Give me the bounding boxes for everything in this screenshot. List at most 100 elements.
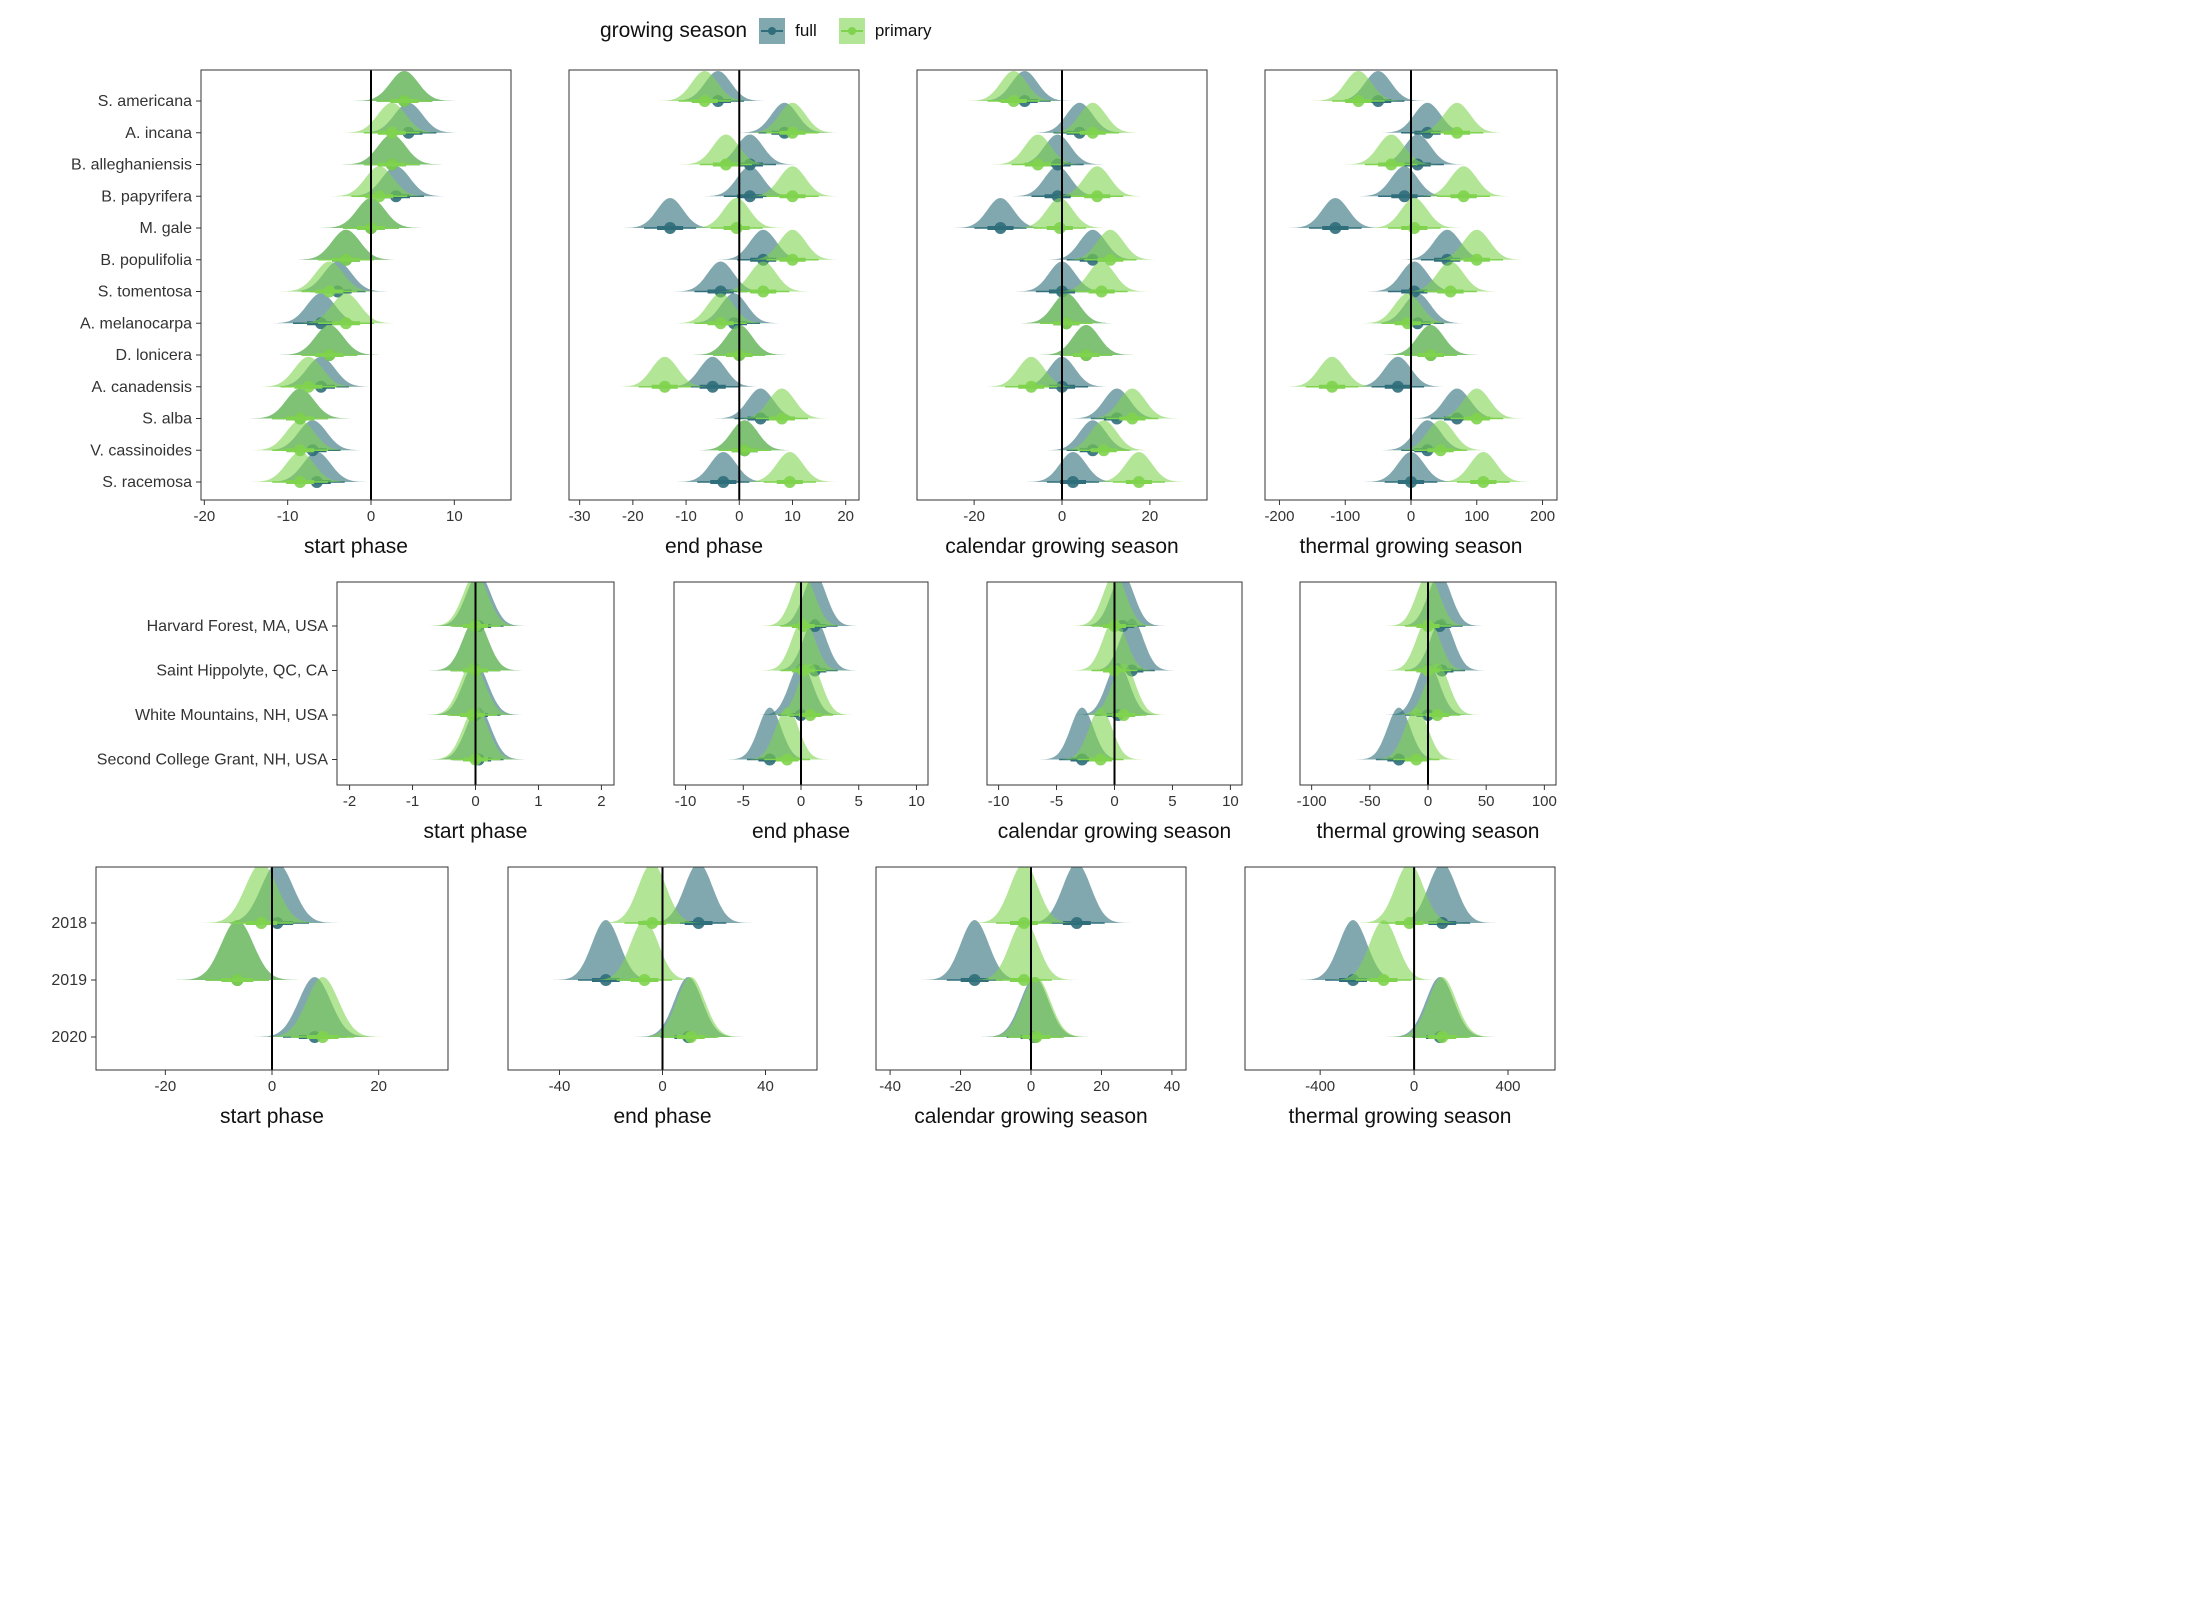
density-full [668, 261, 773, 292]
x-tick-label: 100 [1532, 793, 1557, 810]
y-category-label: M. gale [140, 220, 193, 237]
x-tick-label: 40 [757, 1078, 774, 1095]
legend-dot-full [768, 27, 777, 35]
mean-point-primary [804, 709, 817, 721]
mean-point-primary [1017, 974, 1030, 986]
legend-key-primary [838, 18, 865, 44]
density-primary [348, 71, 461, 101]
y-category-label: A. canadensis [91, 379, 192, 396]
density-full [918, 920, 1031, 980]
legend-key-full [759, 18, 786, 44]
y-category-label: White Mountains, NH, USA [135, 707, 328, 724]
x-tick-label: 100 [1464, 508, 1489, 525]
density-primary [968, 867, 1080, 923]
y-category-label: Saint Hippolyte, QC, CA [156, 663, 328, 680]
mean-point-primary [255, 917, 268, 929]
density-primary [1305, 71, 1411, 101]
x-axis-title: start phase [304, 535, 408, 558]
density-primary [1355, 293, 1461, 324]
x-tick-label: 0 [1058, 508, 1066, 525]
y-category-label: 2019 [51, 972, 87, 989]
x-axis-title: thermal growing season [1300, 535, 1523, 558]
mean-point-primary [1030, 1031, 1043, 1043]
density-primary [711, 261, 816, 292]
x-tick-label: 5 [1168, 793, 1176, 810]
density-full [1394, 229, 1500, 260]
density-primary [1327, 920, 1440, 980]
density-full [697, 134, 803, 165]
mean-point-primary [1457, 190, 1470, 203]
mean-point-primary [730, 222, 743, 234]
density-full [697, 166, 803, 197]
y-category-label: A. melanocarpa [80, 315, 192, 332]
density-primary [692, 420, 797, 451]
density-primary [273, 325, 386, 355]
x-tick-label: 0 [1424, 793, 1432, 810]
density-primary [1080, 388, 1185, 419]
x-tick-label: 0 [471, 793, 479, 810]
x-tick-label: 0 [735, 508, 743, 525]
density-full [1064, 388, 1170, 419]
x-axis-title: thermal growing season [1289, 1105, 1512, 1128]
mean-point-primary [340, 317, 352, 330]
y-category-label: 2020 [51, 1029, 87, 1046]
density-full [550, 920, 662, 980]
density-full [261, 452, 373, 482]
mean-point-full [1066, 476, 1079, 488]
x-tick-label: 5 [855, 793, 863, 810]
x-tick-label: -20 [154, 1078, 176, 1095]
legend-dot-primary [847, 27, 856, 35]
density-primary [244, 452, 356, 482]
density-primary [336, 134, 448, 165]
density-primary [635, 977, 747, 1037]
density-full [1020, 452, 1126, 482]
density-full [1351, 166, 1457, 197]
mean-point-primary [294, 476, 307, 488]
y-category-label: S. alba [142, 411, 192, 428]
density-full [1005, 134, 1110, 165]
density-full [1345, 356, 1451, 387]
x-tick-label: 200 [1530, 508, 1555, 525]
mean-point-full [994, 222, 1007, 234]
mean-point-primary [719, 158, 732, 171]
y-category-label: B. alleghaniensis [71, 157, 192, 174]
x-tick-label: -50 [1359, 793, 1381, 810]
density-full [724, 707, 816, 760]
x-tick-label: -400 [1305, 1078, 1335, 1095]
density-primary [1040, 102, 1145, 133]
density-primary [244, 388, 356, 419]
mean-point-primary [781, 753, 794, 766]
density-primary [1338, 134, 1444, 165]
mean-point-primary [698, 95, 711, 107]
mean-point-primary [1431, 709, 1444, 721]
density-primary [1378, 325, 1484, 355]
density-primary [1034, 325, 1139, 355]
density-full [671, 452, 776, 482]
mean-point-primary [775, 412, 788, 425]
legend-title: growing season [600, 19, 748, 42]
mean-point-primary [385, 158, 398, 171]
density-primary [1404, 102, 1510, 133]
density-primary [1353, 867, 1466, 923]
density-full [1365, 134, 1471, 165]
x-tick-label: 400 [1496, 1078, 1521, 1095]
mean-point-full [1329, 222, 1342, 234]
density-primary [612, 356, 717, 387]
density-primary [961, 71, 1066, 101]
density-primary [1424, 388, 1530, 419]
x-tick-label: 0 [658, 1078, 666, 1095]
mean-point-primary [323, 285, 336, 298]
density-full [660, 356, 765, 387]
mean-point-primary [714, 317, 727, 330]
x-tick-label: -40 [549, 1078, 571, 1095]
density-full [1395, 618, 1488, 671]
mean-point-primary [302, 380, 315, 393]
density-full [1352, 707, 1445, 760]
x-tick-label: -200 [1264, 508, 1294, 525]
density-full [265, 293, 377, 324]
x-tick-label: 2 [597, 793, 605, 810]
x-axis-title: end phase [752, 820, 850, 843]
density-primary [985, 134, 1090, 165]
mean-point-primary [340, 253, 352, 266]
